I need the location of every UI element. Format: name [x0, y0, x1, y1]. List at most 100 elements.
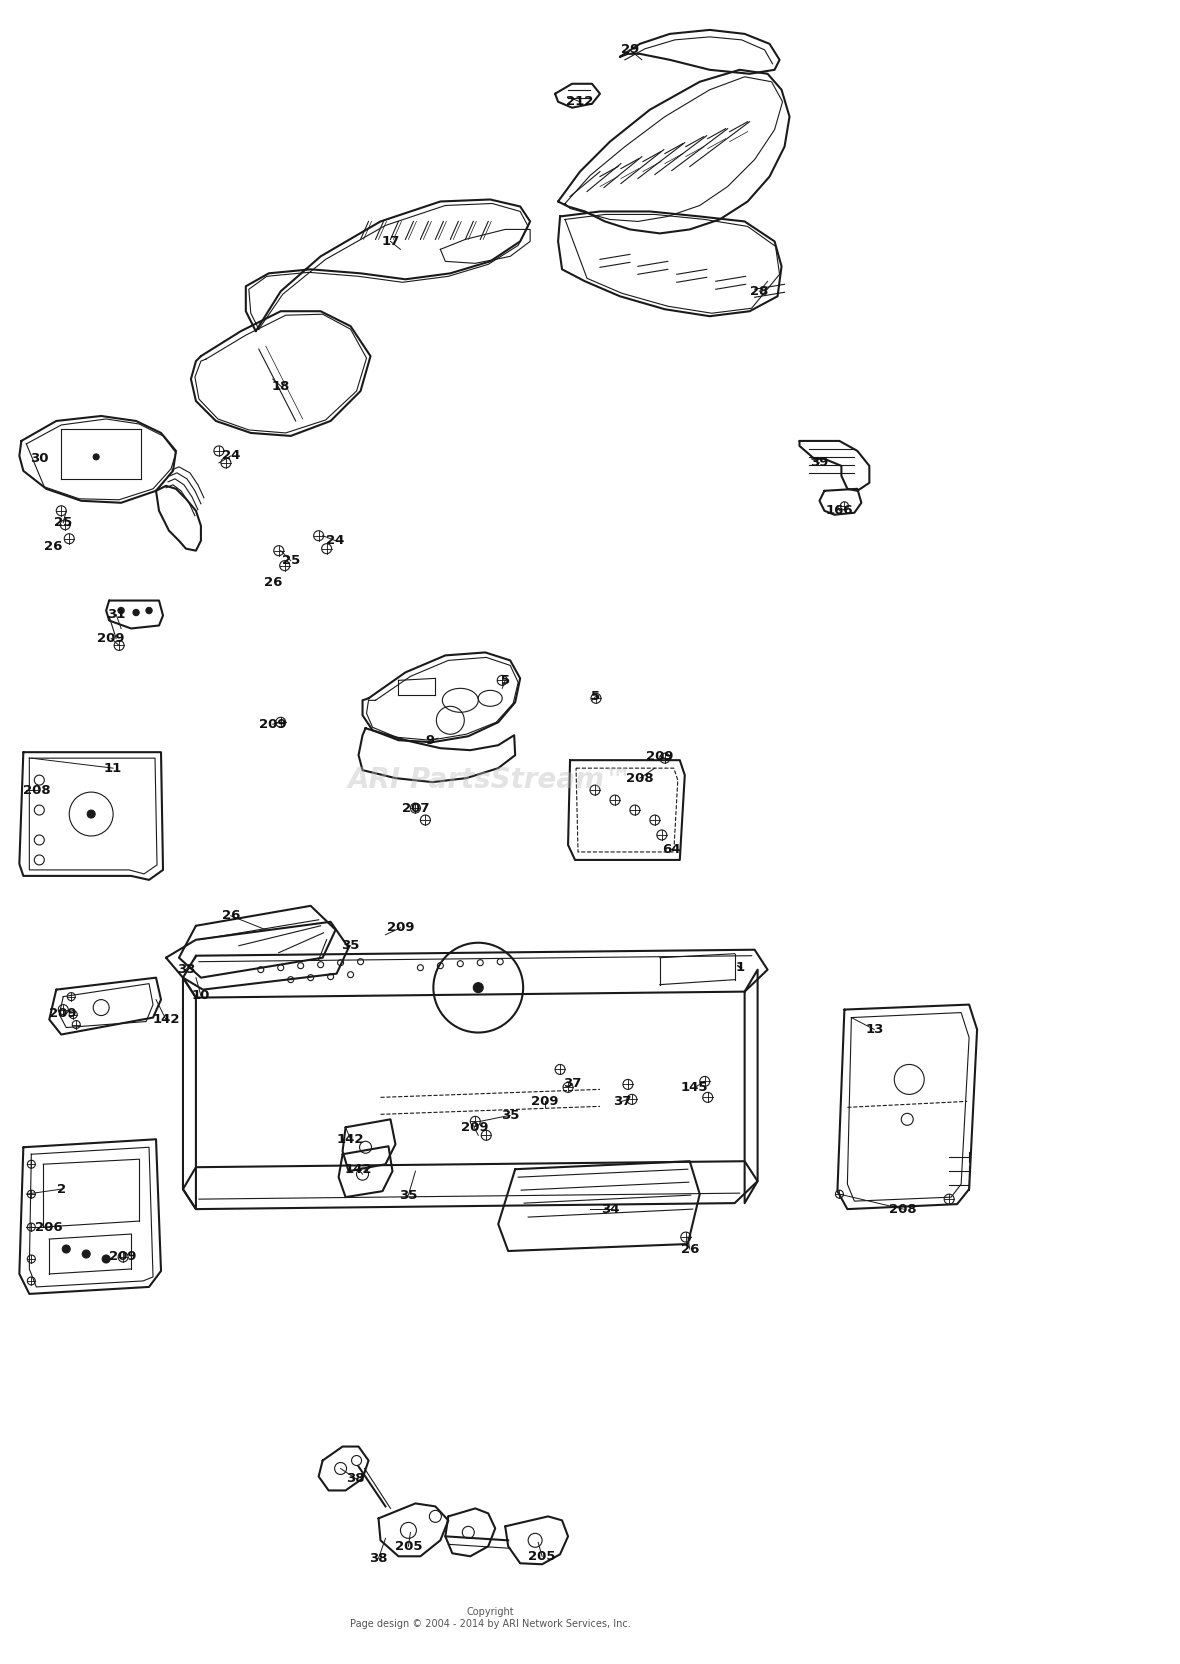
Circle shape: [70, 1010, 77, 1018]
Circle shape: [703, 1092, 713, 1102]
Circle shape: [27, 1255, 35, 1263]
Circle shape: [83, 1250, 90, 1258]
Text: 37: 37: [563, 1077, 582, 1090]
Circle shape: [63, 1245, 71, 1253]
Circle shape: [67, 993, 76, 1000]
Text: 205: 205: [529, 1549, 556, 1562]
Circle shape: [563, 1082, 573, 1092]
Text: 24: 24: [327, 534, 345, 547]
Text: 166: 166: [826, 504, 853, 518]
Circle shape: [87, 810, 96, 819]
Circle shape: [623, 1080, 632, 1090]
Text: 209: 209: [98, 632, 125, 646]
Text: 30: 30: [30, 453, 48, 466]
Text: 13: 13: [865, 1023, 884, 1037]
Text: 11: 11: [104, 762, 123, 775]
Text: 24: 24: [222, 449, 240, 463]
Text: 10: 10: [191, 988, 210, 1002]
Text: 209: 209: [460, 1122, 489, 1133]
Text: 26: 26: [263, 576, 282, 589]
Text: 142: 142: [345, 1163, 373, 1176]
Circle shape: [681, 1231, 690, 1241]
Circle shape: [835, 1190, 844, 1198]
Circle shape: [93, 454, 99, 459]
Text: 35: 35: [399, 1188, 418, 1201]
Text: Copyright
Page design © 2004 - 2014 by ARI Network Services, Inc.: Copyright Page design © 2004 - 2014 by A…: [349, 1607, 630, 1629]
Text: 29: 29: [621, 43, 640, 57]
Text: 205: 205: [394, 1539, 422, 1553]
Circle shape: [471, 1117, 480, 1127]
Circle shape: [114, 641, 124, 651]
Circle shape: [555, 1065, 565, 1075]
Text: 35: 35: [341, 938, 360, 952]
Circle shape: [221, 458, 231, 468]
Circle shape: [590, 785, 599, 795]
Text: 64: 64: [662, 844, 681, 857]
Text: 33: 33: [177, 963, 195, 977]
Text: 26: 26: [222, 909, 240, 922]
Circle shape: [72, 1020, 80, 1028]
Circle shape: [700, 1077, 709, 1087]
Circle shape: [944, 1195, 955, 1205]
Text: 209: 209: [50, 1007, 77, 1020]
Text: 17: 17: [381, 235, 400, 248]
Circle shape: [610, 795, 620, 805]
Text: 35: 35: [502, 1108, 519, 1122]
Circle shape: [280, 561, 290, 571]
Circle shape: [411, 804, 420, 814]
Circle shape: [276, 717, 286, 727]
Text: 26: 26: [44, 541, 63, 552]
Circle shape: [58, 1005, 68, 1015]
Circle shape: [57, 506, 66, 516]
Text: 9: 9: [426, 734, 435, 747]
Circle shape: [146, 607, 152, 614]
Circle shape: [118, 607, 124, 614]
Text: 38: 38: [346, 1473, 365, 1484]
Circle shape: [27, 1190, 35, 1198]
Text: 209: 209: [647, 750, 674, 762]
Circle shape: [27, 1276, 35, 1285]
Text: 209: 209: [531, 1095, 559, 1108]
Text: 37: 37: [612, 1095, 631, 1108]
Text: 39: 39: [811, 456, 828, 469]
Circle shape: [27, 1223, 35, 1231]
Text: 38: 38: [369, 1553, 388, 1564]
Text: 25: 25: [54, 516, 72, 529]
Text: 5: 5: [591, 691, 601, 702]
Text: 142: 142: [336, 1133, 365, 1146]
Circle shape: [214, 446, 224, 456]
Circle shape: [274, 546, 283, 556]
Circle shape: [314, 531, 323, 541]
Text: 145: 145: [681, 1082, 708, 1093]
Circle shape: [630, 805, 640, 815]
Text: ARI PartsStream™: ARI PartsStream™: [348, 765, 632, 794]
Circle shape: [60, 519, 71, 529]
Text: 212: 212: [566, 95, 594, 108]
Text: 206: 206: [35, 1221, 63, 1233]
Circle shape: [660, 754, 670, 764]
Text: 208: 208: [627, 772, 654, 785]
Text: 26: 26: [681, 1243, 699, 1256]
Circle shape: [650, 815, 660, 825]
Text: 208: 208: [24, 784, 51, 797]
Circle shape: [103, 1255, 110, 1263]
Text: 209: 209: [387, 922, 414, 934]
Circle shape: [473, 983, 484, 993]
Text: 28: 28: [750, 285, 769, 298]
Circle shape: [133, 609, 139, 616]
Text: 2: 2: [57, 1183, 66, 1196]
Text: 34: 34: [601, 1203, 620, 1216]
Text: 31: 31: [107, 607, 125, 621]
Text: 25: 25: [282, 554, 300, 567]
Circle shape: [591, 694, 601, 704]
Circle shape: [420, 815, 431, 825]
Circle shape: [497, 676, 507, 686]
Text: 208: 208: [890, 1203, 917, 1216]
Text: 1: 1: [735, 962, 745, 973]
Circle shape: [657, 830, 667, 840]
Circle shape: [322, 544, 332, 554]
Circle shape: [481, 1130, 491, 1140]
Circle shape: [64, 534, 74, 544]
Text: 5: 5: [500, 674, 510, 687]
Circle shape: [27, 1160, 35, 1168]
